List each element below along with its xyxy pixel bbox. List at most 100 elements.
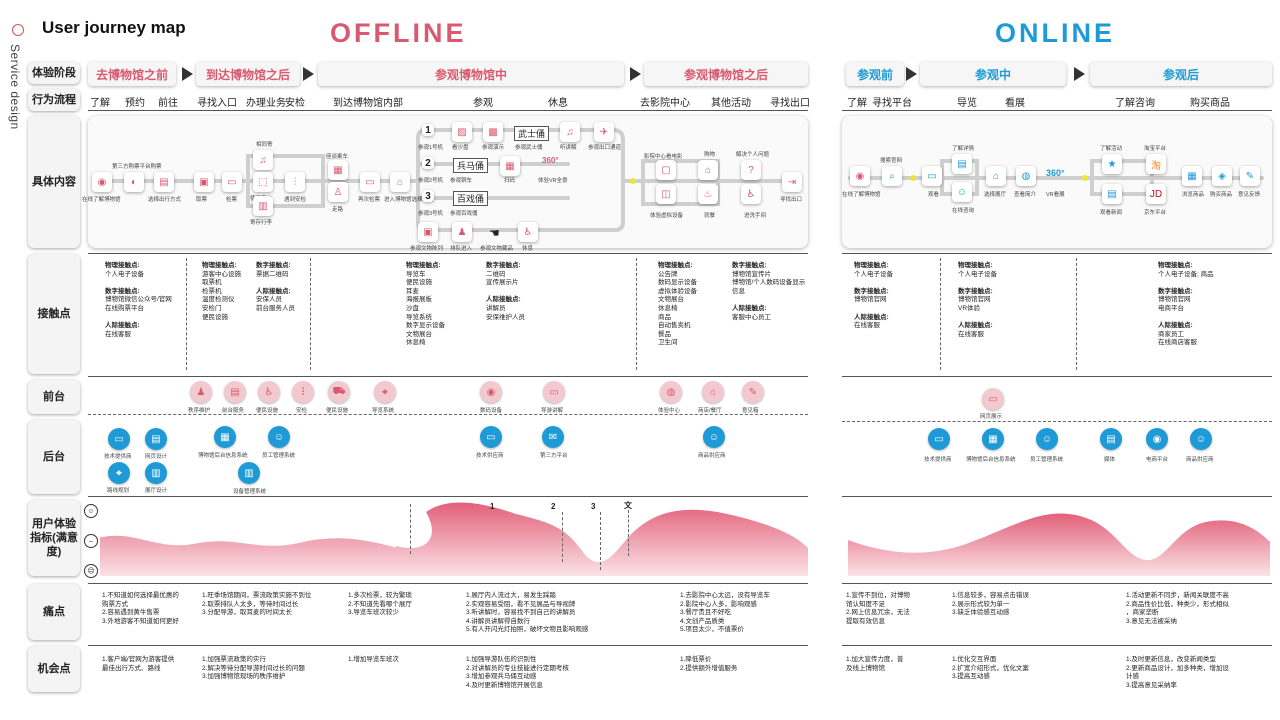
touchpoint-list: 物理接触点: 个人电子设备 数字接触点: 博物馆官网 人际接触点: 在线客服 <box>854 262 893 330</box>
device-system-icon: ▥ <box>238 462 260 484</box>
flow-step: 前往 <box>158 98 178 109</box>
row-label-content: 具体内容 <box>28 116 80 248</box>
content-flow-lines-online <box>848 159 1264 196</box>
content-caption: 就餐 <box>704 213 716 219</box>
content-caption: 参观武士俑 <box>515 145 543 151</box>
stage-arrow-icon <box>630 67 641 81</box>
content-caption: 观看 <box>928 192 940 198</box>
content-caption: 淘宝平台 <box>1144 146 1167 152</box>
front-caption: 体验中心 <box>658 408 681 414</box>
storefront-icon: ▦ <box>1182 166 1202 186</box>
back-caption: 商品供应商 <box>698 453 726 459</box>
order-icon: ♟ <box>190 381 212 403</box>
satisfaction-curve-offline <box>99 502 808 576</box>
row-label-opportunity: 机会点 <box>28 646 80 692</box>
content-caption: 购物 <box>704 152 716 158</box>
pointer-icon: ☚ <box>489 226 500 240</box>
walk-icon: ♙ <box>328 182 348 202</box>
content-caption: 休息 <box>522 246 534 252</box>
audio-guide-icon: ♫ <box>560 122 580 142</box>
media-icon: ▤ <box>1100 428 1122 450</box>
pain-list: 1.活动更新不同步，新闻关联度不高 2.商品性价比低，种类少，形式相似 ，商家垄断 3… <box>1126 592 1229 625</box>
flow-step: 其他活动 <box>711 98 751 109</box>
content-caption: 在线了解博物馆 <box>82 197 121 203</box>
side-label: Service design <box>8 44 22 130</box>
ticket-icon: ◐ <box>124 172 144 192</box>
hall-figure-label: 百戏俑 <box>453 191 489 206</box>
security-check-icon: ⫶ <box>292 381 314 403</box>
column-divider <box>186 258 187 370</box>
stage-arrow-icon <box>906 67 917 81</box>
content-caption: 影院中心看电影 <box>644 154 683 160</box>
back-caption: 技术供应商 <box>476 453 504 459</box>
column-divider <box>940 258 941 370</box>
flow-step: 导览 <box>957 98 977 109</box>
pain-list: 1.不知道如何选择最优惠的 购票方式 2.容易遇到黄牛售票 3.外地游客不知道如何更好 <box>102 592 179 625</box>
touchpoint-list: 数字接触点: 博物馆宣传片 博物馆/个人数码设备显示 信息 人际接触点: 客服中心员工 <box>732 262 806 321</box>
queue-icon: ♟ <box>452 222 472 242</box>
info-system-icon: ▦ <box>214 426 236 448</box>
back-divider <box>88 496 808 497</box>
front-caption: 前台服务 <box>222 408 245 414</box>
content-caption: 在线了解博物馆 <box>842 192 881 198</box>
flow-divider <box>88 110 808 111</box>
goods-supplier-icon: ☺ <box>703 426 725 448</box>
content-caption: 扫码 <box>504 178 516 184</box>
pain-list: 1.旺季场馆期间，票流政策实施不到位 2.取票排队人太多，等待时间过长 3.分配导游… <box>202 592 312 617</box>
vr-icon: 360° <box>542 156 559 165</box>
ticket-machine-icon: ▣ <box>194 172 214 192</box>
service-desk-icon: ▤ <box>224 381 246 403</box>
content-caption: 听讲解 <box>560 145 577 151</box>
content-caption: 再次检票 <box>358 197 381 203</box>
jd-icon: JD <box>1146 184 1166 204</box>
stage-marker-number: 3 <box>591 502 596 511</box>
taobao-icon: 淘 <box>1146 154 1166 174</box>
stage-marker-number: 文 <box>624 501 632 510</box>
artifact-icon: ▣ <box>418 222 438 242</box>
opportunity-list: 1.降低票价 2.提供额外增值服务 <box>680 656 738 672</box>
back-caption: 商品供应商 <box>1186 457 1214 463</box>
staff-system-icon: ☺ <box>1036 428 1058 450</box>
front-caption: 导游讲解 <box>541 408 564 414</box>
content-caption: 体验VR全景 <box>538 178 568 184</box>
touch-divider <box>842 376 1272 377</box>
touchpoint-list: 物理接触点: 个人电子设备 数字接触点: 博物馆官网 VR体验 人际接触点: 在线客服 <box>958 262 997 338</box>
dining-icon: ♨ <box>698 184 718 204</box>
flow-step: 参观 <box>473 98 493 109</box>
front-caption: 导览系统 <box>372 408 395 414</box>
support-agent-icon: ☺ <box>952 182 972 202</box>
back-caption: 技术提供商 <box>104 454 132 460</box>
stage-marker-number: 1 <box>490 502 495 511</box>
content-caption: 座谈乘车 <box>326 154 349 160</box>
back-divider <box>842 496 1272 497</box>
cinema-icon: ▢ <box>656 160 676 180</box>
touchpoint-list: 物理接触点: 公告牌 数码显示设备 虚拟体验设备 文物展台 休息椅 商品 自动售卖机 餐品 卫生间 <box>658 262 697 347</box>
suggestion-box-icon: ✎ <box>742 381 764 403</box>
vr-device-icon: ◫ <box>656 184 676 204</box>
exit-passage-icon: ✈ <box>594 122 614 142</box>
front-caption: 安检 <box>296 408 308 414</box>
star-icon: ★ <box>1102 154 1122 174</box>
content-caption: 京东平台 <box>1144 210 1167 216</box>
row-label-touchpoint: 接触点 <box>28 254 80 374</box>
content-caption: 查看简介 <box>1014 192 1037 198</box>
check-ticket-icon: ▭ <box>222 172 242 192</box>
content-caption: 排队进入 <box>450 246 473 252</box>
opportunity-divider <box>842 645 1272 646</box>
flow-step: 去影院中心 <box>640 98 690 109</box>
flow-step: 休息 <box>548 98 568 109</box>
page-title: User journey map <box>42 18 186 37</box>
cart-icon: ⛟ <box>328 381 350 403</box>
content-caption: 参观出口通道 <box>588 145 622 151</box>
idea-bulb-icon <box>910 175 916 181</box>
content-caption: 参观3号机 <box>418 211 444 217</box>
content-caption: 在线咨询 <box>952 208 975 214</box>
online-title: ONLINE <box>995 18 1116 48</box>
vr-icon: 360° <box>1046 168 1065 178</box>
content-caption: 体验虚拟设备 <box>650 213 684 219</box>
stage-marker-number: 2 <box>551 502 556 511</box>
line-of-interaction <box>88 414 808 415</box>
transport-icon: ▤ <box>154 172 174 192</box>
route-planning-icon: ⌖ <box>108 462 130 484</box>
stage-arrow-icon <box>1074 67 1085 81</box>
